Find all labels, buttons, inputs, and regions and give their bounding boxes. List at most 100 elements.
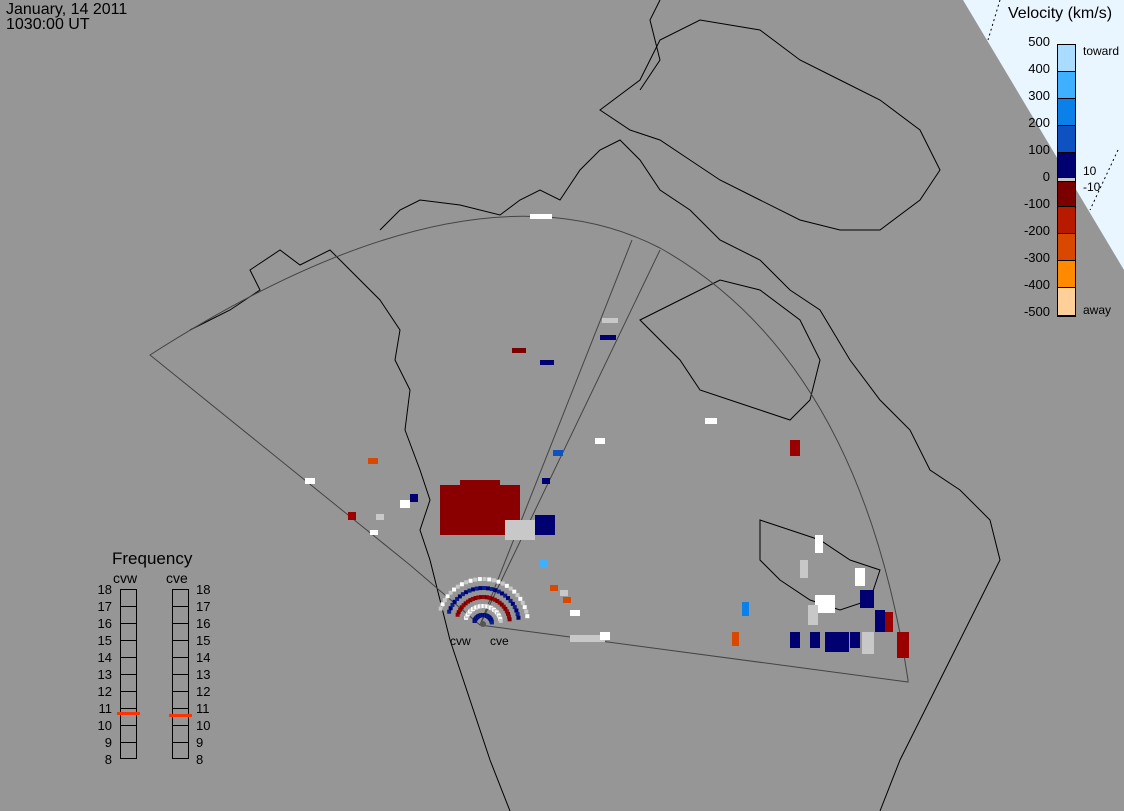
colorbar-segment (1058, 207, 1075, 234)
frequency-tick: 9 (196, 735, 204, 750)
frequency-tick: 16 (196, 616, 211, 631)
velocity-cell (400, 500, 410, 508)
velocity-cell (540, 560, 548, 568)
velocity-cell (850, 632, 860, 648)
toward-label: toward (1083, 44, 1120, 58)
colorbar-segment (1058, 261, 1075, 288)
colorbar-segment (1058, 182, 1075, 207)
velocity-colorbar (1057, 44, 1076, 317)
velocity-cell (542, 478, 550, 484)
velocity-cell (479, 595, 484, 600)
velocity-cell (448, 590, 453, 595)
velocity-cell (410, 494, 418, 502)
velocity-cell (450, 602, 455, 607)
velocity-cell (503, 606, 508, 611)
velocity-cell (468, 578, 473, 583)
velocity-cell (477, 577, 482, 582)
velocity-cell (875, 610, 885, 632)
velocity-cell (506, 614, 511, 619)
velocity-cell (470, 596, 475, 601)
velocity-cell (506, 611, 511, 616)
velocity-cell (515, 612, 520, 617)
velocity-cell (376, 514, 384, 520)
frequency-tick: 12 (196, 684, 211, 699)
velocity-cell (487, 595, 492, 600)
velocity-cell (600, 335, 616, 340)
frequency-tick: 15 (97, 633, 112, 648)
velocity-cell (524, 609, 529, 614)
velocity-cell (456, 610, 461, 615)
frequency-tick: 11 (98, 701, 113, 716)
coastline (189, 249, 511, 811)
velocity-cell (705, 418, 717, 424)
frequency-radar-cve: cve (166, 570, 188, 586)
colorbar-segment (1058, 178, 1075, 182)
velocity-cell (505, 520, 535, 540)
velocity-cell (540, 360, 554, 365)
velocity-cell (348, 512, 356, 520)
velocity-cell (860, 590, 874, 608)
radar-site-marker (480, 621, 486, 627)
velocity-cell (468, 598, 473, 603)
velocity-cell (790, 632, 800, 648)
frequency-tick: 15 (196, 633, 211, 648)
velocity-cell (508, 598, 513, 603)
frequency-tick: 11 (196, 701, 210, 716)
frequency-tick: 14 (196, 650, 211, 665)
velocity-cell (473, 596, 478, 601)
velocity-cell (464, 580, 469, 585)
frequency-tick: 13 (97, 667, 112, 682)
velocity-cell (530, 214, 552, 219)
frequency-tick: 10 (97, 718, 112, 733)
velocity-cell (525, 614, 530, 619)
coastline (639, 0, 661, 91)
velocity-cell (474, 586, 479, 591)
velocity-cell (495, 599, 500, 604)
velocity-cell (520, 600, 525, 605)
frequency-tick: 8 (104, 752, 112, 767)
velocity-cell (457, 594, 462, 599)
velocity-cell (492, 597, 497, 602)
velocity-cell (463, 601, 468, 606)
velocity-cell (518, 596, 523, 601)
velocity-cell (800, 560, 808, 578)
velocity-cell (445, 594, 450, 599)
velocity-cell (600, 632, 610, 640)
velocity-cell (476, 595, 481, 600)
velocity-cell (500, 591, 505, 596)
velocity-cell (370, 530, 378, 535)
velocity-tick: 100 (1028, 142, 1050, 157)
velocity-cell (493, 588, 498, 593)
velocity-cell (862, 632, 874, 654)
colorbar-segment (1058, 99, 1075, 126)
daylight-region (963, 0, 1124, 270)
velocity-cell (506, 596, 511, 601)
frequency-marker (117, 712, 140, 716)
velocity-cell (553, 450, 563, 456)
velocity-cell (496, 589, 501, 594)
velocity-cell (458, 607, 463, 612)
coastline (599, 19, 941, 231)
colorbar-segment (1058, 288, 1075, 316)
velocity-cell (595, 438, 605, 444)
frequency-tick: 8 (196, 752, 204, 767)
velocity-cell (500, 581, 505, 586)
colorbar-segment (1058, 126, 1075, 153)
velocity-cell (448, 606, 453, 611)
velocity-cell (855, 568, 865, 586)
frequency-tick: 10 (196, 718, 211, 733)
velocity-cell (570, 635, 605, 642)
velocity-tick: 400 (1028, 61, 1050, 76)
velocity-cell (482, 586, 487, 591)
velocity-tick: 300 (1028, 88, 1050, 103)
velocity-tick: -300 (1023, 250, 1050, 265)
velocity-cell (447, 609, 452, 614)
velocity-cells (305, 214, 909, 658)
minus-ten-label: -10 (1083, 180, 1101, 194)
coastline (639, 279, 821, 421)
velocity-tick: -500 (1023, 304, 1050, 319)
velocity-cell (497, 600, 502, 605)
velocity-cell (501, 604, 506, 609)
velocity-cell (452, 587, 457, 592)
velocity-cell (515, 593, 520, 598)
